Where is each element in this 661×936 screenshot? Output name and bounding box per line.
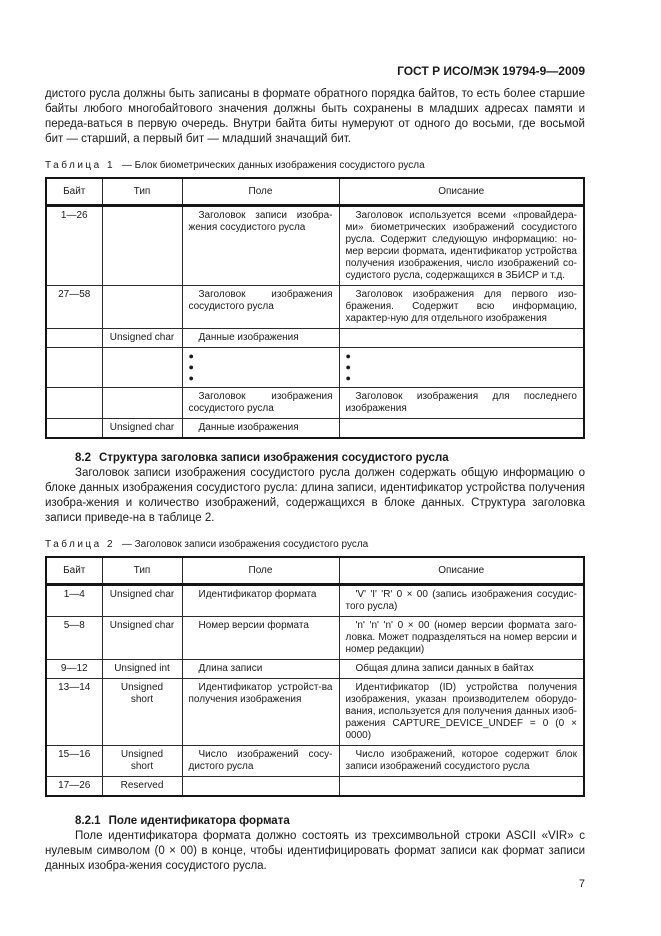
table-row: 5—8 Unsigned char Номер версии формата '… bbox=[45, 616, 585, 660]
section-heading-8-2: 8.2 Структура заголовка записи изображени… bbox=[75, 451, 585, 466]
table-row: 13—14 Unsigned short Идентификатор устро… bbox=[45, 678, 585, 746]
field-cell: Заголовок изображения сосудистого русла bbox=[181, 285, 340, 329]
description-cell: 'n' 'n' 'n' 0 × 00 (номер версии формата… bbox=[338, 616, 585, 660]
type-cell: Unsigned int bbox=[101, 659, 183, 679]
byte-cell: 1—26 bbox=[45, 205, 103, 286]
table-row: 17—26 Reserved bbox=[45, 776, 585, 797]
type-cell bbox=[101, 285, 183, 329]
byte-cell: 9—12 bbox=[45, 659, 103, 679]
byte-cell: 13—14 bbox=[45, 678, 103, 746]
table1-caption-label: Таблица 1 bbox=[45, 160, 116, 171]
field-cell: Длина записи bbox=[181, 659, 340, 679]
description-cell bbox=[338, 328, 585, 348]
section-heading-8-2-1: 8.2.1 Поле идентификатора формата bbox=[75, 814, 585, 829]
table1-caption: Таблица 1 — Блок биометрических данных и… bbox=[45, 160, 585, 172]
intro-paragraph: дистого русла должны быть записаны в фор… bbox=[45, 88, 585, 145]
column-header-field: Поле bbox=[181, 177, 340, 207]
field-cell: Число изображений сосу-дистого русла bbox=[181, 745, 340, 777]
type-cell: Unsigned char bbox=[101, 584, 183, 617]
section-title: Поле идентификатора формата bbox=[108, 815, 290, 827]
column-header-description: Описание bbox=[338, 177, 585, 207]
section-8-2-1-paragraph: Поле идентификатора формата должно состо… bbox=[45, 830, 585, 872]
description-cell: Число изображений, которое содержит блок… bbox=[338, 745, 585, 777]
type-cell bbox=[101, 347, 183, 388]
table-row: 1—4 Unsigned char Идентификатор формата … bbox=[45, 584, 585, 617]
field-cell: Заголовок изображения сосудистого русла bbox=[181, 387, 340, 419]
byte-cell: 5—8 bbox=[45, 616, 103, 660]
field-cell bbox=[181, 776, 340, 797]
byte-cell bbox=[45, 418, 103, 439]
byte-cell: 27—58 bbox=[45, 285, 103, 329]
description-cell: Общая длина записи данных в байтах bbox=[338, 659, 585, 679]
section-number: 8.2 bbox=[75, 452, 91, 464]
table-row: Заголовок изображения сосудистого русла … bbox=[45, 387, 585, 419]
section-number: 8.2.1 bbox=[75, 815, 101, 827]
table2-header-row: Байт Тип Поле Описание bbox=[45, 556, 585, 586]
vertical-ellipsis: ● ● ● bbox=[181, 347, 340, 388]
table-row: 15—16 Unsigned short Число изображений с… bbox=[45, 745, 585, 777]
type-cell: Unsigned char bbox=[101, 418, 183, 439]
table-row-ellipsis: ● ● ● ● ● ● bbox=[45, 347, 585, 388]
byte-cell: 17—26 bbox=[45, 776, 103, 797]
column-header-description: Описание bbox=[338, 556, 585, 586]
field-cell: Идентификатор устройст-ва получения изоб… bbox=[181, 678, 340, 746]
field-cell: Данные изображения bbox=[181, 418, 340, 439]
table1-header-row: Байт Тип Поле Описание bbox=[45, 177, 585, 207]
field-cell: Данные изображения bbox=[181, 328, 340, 348]
type-cell: Unsigned char bbox=[101, 616, 183, 660]
field-cell: Номер версии формата bbox=[181, 616, 340, 660]
table-row: 9—12 Unsigned int Длина записи Общая дли… bbox=[45, 659, 585, 679]
type-cell bbox=[101, 387, 183, 419]
vertical-ellipsis: ● ● ● bbox=[338, 347, 585, 388]
type-cell: Unsigned char bbox=[101, 328, 183, 348]
field-cell: Заголовок записи изобра-жения сосудистог… bbox=[181, 205, 340, 286]
description-cell: Заголовок изображения для первого изо-бр… bbox=[338, 285, 585, 329]
type-cell: Reserved bbox=[101, 776, 183, 797]
type-cell: Unsigned short bbox=[101, 745, 183, 777]
byte-cell: 15—16 bbox=[45, 745, 103, 777]
table-row: 27—58 Заголовок изображения сосудистого … bbox=[45, 285, 585, 329]
page-number: 7 bbox=[578, 878, 585, 890]
byte-cell bbox=[45, 347, 103, 388]
table1: Байт Тип Поле Описание 1—26 Заголовок за… bbox=[45, 177, 585, 439]
byte-cell bbox=[45, 328, 103, 348]
byte-cell: 1—4 bbox=[45, 584, 103, 617]
table1-caption-text: — Блок биометрических данных изображения… bbox=[121, 160, 425, 171]
column-header-field: Поле bbox=[181, 556, 340, 586]
table-row: 1—26 Заголовок записи изобра-жения сосуд… bbox=[45, 205, 585, 286]
column-header-type: Тип bbox=[101, 556, 183, 586]
type-cell: Unsigned short bbox=[101, 678, 183, 746]
table-row: Unsigned char Данные изображения bbox=[45, 418, 585, 439]
description-cell: 'V' 'I' 'R' 0 × 00 (запись изображения с… bbox=[338, 584, 585, 617]
byte-cell bbox=[45, 387, 103, 419]
type-cell bbox=[101, 205, 183, 286]
field-cell: Идентификатор формата bbox=[181, 584, 340, 617]
table2: Байт Тип Поле Описание 1—4 Unsigned char… bbox=[45, 556, 585, 797]
description-cell: Идентификатор (ID) устройства получения … bbox=[338, 678, 585, 746]
table2-caption-text: — Заголовок записи изображения сосудисто… bbox=[121, 539, 369, 550]
description-cell bbox=[338, 776, 585, 797]
section-title: Структура заголовка записи изображения с… bbox=[99, 452, 449, 464]
section-8-2-paragraph: Заголовок записи изображения сосудистого… bbox=[45, 467, 585, 524]
column-header-byte: Байт bbox=[45, 556, 103, 586]
column-header-type: Тип bbox=[101, 177, 183, 207]
table2-caption-label: Таблица 2 bbox=[45, 539, 116, 550]
column-header-byte: Байт bbox=[45, 177, 103, 207]
description-cell bbox=[338, 418, 585, 439]
table2-caption: Таблица 2 — Заголовок записи изображения… bbox=[45, 539, 585, 551]
running-header: ГОСТ Р ИСО/МЭК 19794-9—2009 bbox=[397, 64, 585, 78]
table-row: Unsigned char Данные изображения bbox=[45, 328, 585, 348]
description-cell: Заголовок изображения для последнего изо… bbox=[338, 387, 585, 419]
description-cell: Заголовок используется всеми «провайдера… bbox=[338, 205, 585, 286]
